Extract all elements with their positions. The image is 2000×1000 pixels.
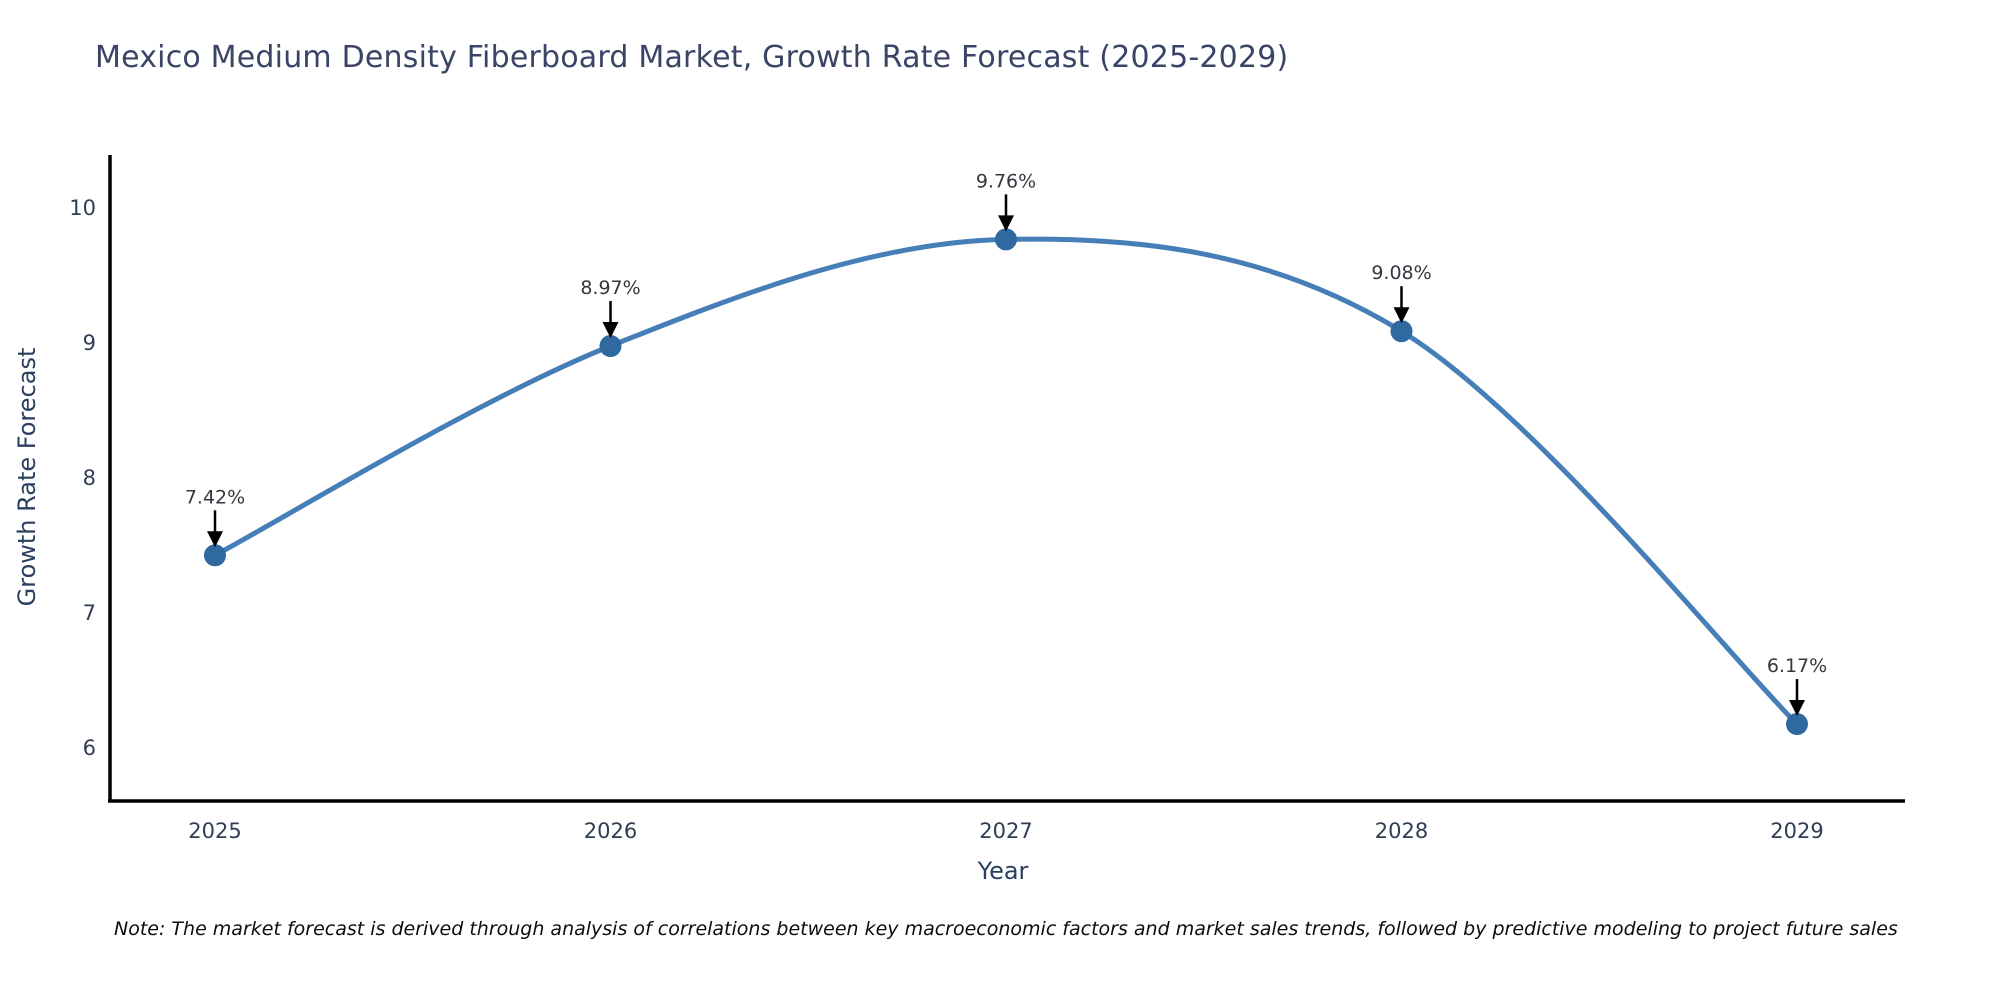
point-annotation-label: 6.17% bbox=[1767, 655, 1827, 677]
data-point-marker[interactable] bbox=[204, 544, 226, 567]
x-tick-label: 2027 bbox=[979, 819, 1032, 843]
x-tick-label: 2028 bbox=[1375, 819, 1428, 843]
x-tick-label: 2029 bbox=[1770, 819, 1823, 843]
axis-line bbox=[108, 155, 1905, 803]
line-series-path bbox=[212, 236, 1800, 727]
y-tick-label: 6 bbox=[83, 736, 96, 760]
y-tick-label: 9 bbox=[83, 331, 96, 355]
point-annotation-label: 8.97% bbox=[580, 277, 640, 299]
x-axis-title: Year bbox=[977, 857, 1029, 885]
data-point-marker[interactable] bbox=[995, 228, 1017, 251]
data-point-marker[interactable] bbox=[1390, 320, 1413, 343]
footnote: Note: The market forecast is derived thr… bbox=[114, 918, 1898, 940]
point-annotation-label: 9.08% bbox=[1371, 262, 1431, 284]
y-tick-label: 8 bbox=[83, 466, 96, 490]
data-point-marker[interactable] bbox=[599, 335, 622, 358]
annotation-arrowhead bbox=[207, 531, 223, 548]
x-tick-label: 2025 bbox=[188, 819, 241, 843]
y-tick-label: 7 bbox=[83, 601, 96, 625]
chart-title: Mexico Medium Density Fiberboard Market,… bbox=[95, 40, 1289, 75]
x-tick-label: 2026 bbox=[584, 819, 637, 843]
annotation-arrowhead bbox=[998, 215, 1014, 232]
data-point-marker[interactable] bbox=[1786, 713, 1808, 736]
point-annotation-label: 9.76% bbox=[976, 170, 1036, 192]
annotation-arrowhead bbox=[1789, 700, 1805, 717]
point-annotation-label: 7.42% bbox=[185, 486, 245, 508]
annotation-arrowhead bbox=[602, 322, 619, 339]
y-tick-label: 10 bbox=[69, 196, 96, 220]
annotation-arrowhead bbox=[1393, 307, 1410, 324]
